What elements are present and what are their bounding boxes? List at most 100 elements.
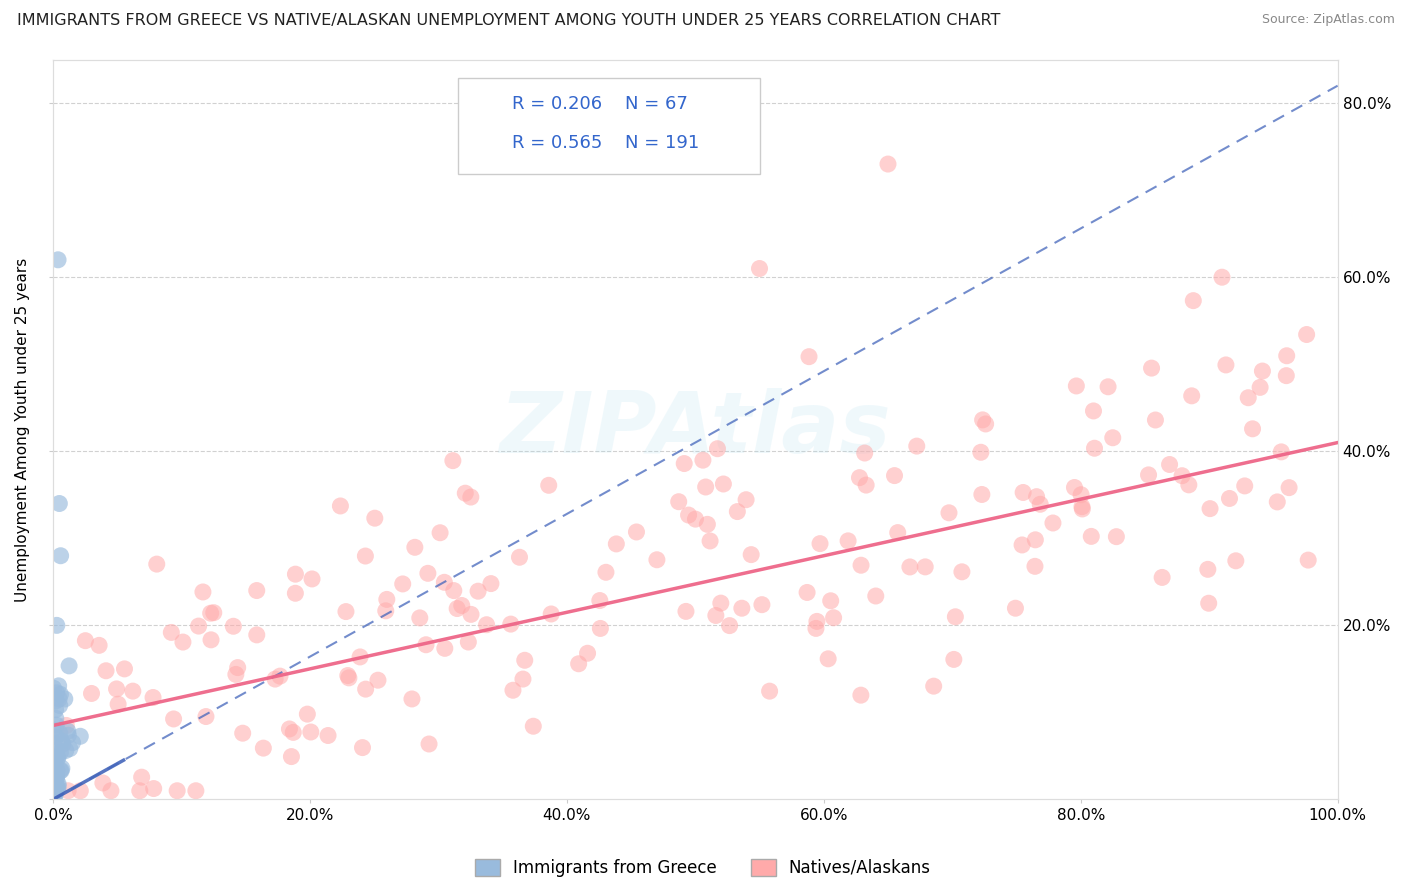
Point: [1225, 554, 1247, 568]
Text: IMMIGRANTS FROM GREECE VS NATIVE/ALASKAN UNEMPLOYMENT AMONG YOUTH UNDER 25 YEARS: IMMIGRANTS FROM GREECE VS NATIVE/ALASKAN…: [17, 13, 1000, 29]
Point: [354, 682, 377, 697]
Point: [56, 724, 79, 739]
Point: [48, 692, 70, 706]
Point: [42, 784, 65, 798]
Point: [142, 781, 165, 796]
Point: [855, 478, 877, 492]
Point: [1198, 596, 1220, 610]
Point: [45, 703, 67, 717]
Point: [53, 692, 76, 706]
Point: [695, 480, 717, 494]
Point: [354, 549, 377, 563]
Point: [226, 660, 249, 674]
Point: [415, 638, 437, 652]
Point: [645, 553, 668, 567]
Point: [972, 413, 994, 427]
Point: [56, 783, 79, 797]
Point: [51, 761, 73, 775]
Point: [225, 667, 247, 681]
Point: [51, 764, 73, 778]
Point: [42, 779, 65, 793]
Point: [46, 777, 69, 791]
Point: [1063, 481, 1085, 495]
Point: [1140, 361, 1163, 376]
Point: [58, 659, 80, 673]
Point: [1278, 481, 1301, 495]
Point: [42, 767, 65, 781]
Point: [1178, 478, 1201, 492]
Point: [42, 781, 65, 796]
Point: [429, 525, 451, 540]
Point: [1199, 501, 1222, 516]
Point: [704, 608, 727, 623]
Point: [162, 712, 184, 726]
Point: [44, 751, 66, 765]
Point: [433, 641, 456, 656]
Point: [166, 783, 188, 797]
Point: [1071, 502, 1094, 516]
Point: [837, 533, 859, 548]
Point: [337, 671, 360, 685]
Point: [44, 771, 66, 785]
Point: [922, 679, 945, 693]
Point: [1270, 445, 1292, 459]
Text: ZIPAtlas: ZIPAtlas: [499, 388, 891, 471]
Point: [49, 549, 72, 563]
Point: [46, 751, 69, 765]
Point: [191, 585, 214, 599]
Point: [45, 784, 67, 798]
Point: [1042, 516, 1064, 530]
Point: [46, 252, 69, 267]
Point: [1233, 479, 1256, 493]
Point: [44, 789, 66, 803]
Point: [44, 771, 66, 785]
Point: [1080, 529, 1102, 543]
Point: [62, 736, 84, 750]
Point: [914, 560, 936, 574]
Point: [45, 771, 67, 785]
Point: [443, 583, 465, 598]
Point: [246, 583, 269, 598]
Point: [42, 777, 65, 791]
Point: [87, 638, 110, 652]
Text: R = 0.565: R = 0.565: [512, 134, 602, 153]
Point: [44, 736, 66, 750]
Point: [751, 598, 773, 612]
Point: [943, 609, 966, 624]
Point: [796, 585, 818, 599]
Point: [284, 567, 307, 582]
Point: [44, 752, 66, 766]
Point: [409, 611, 432, 625]
Point: [283, 725, 305, 739]
Point: [48, 679, 70, 693]
Point: [848, 470, 870, 484]
Text: R = 0.206: R = 0.206: [512, 95, 602, 113]
Point: [706, 442, 728, 456]
Point: [42, 787, 65, 801]
Point: [626, 524, 648, 539]
Point: [80, 686, 103, 700]
Point: [1171, 468, 1194, 483]
Point: [735, 492, 758, 507]
Point: [808, 536, 831, 550]
Point: [595, 566, 617, 580]
Point: [45, 618, 67, 632]
Point: [1181, 389, 1204, 403]
Point: [1218, 491, 1240, 506]
Point: [467, 584, 489, 599]
Point: [804, 621, 827, 635]
Point: [450, 599, 472, 613]
Point: [187, 619, 209, 633]
Point: [349, 649, 371, 664]
Text: N = 67: N = 67: [624, 95, 688, 113]
Point: [1275, 349, 1298, 363]
Point: [1296, 553, 1319, 567]
Point: [46, 764, 69, 778]
Point: [51, 734, 73, 748]
Point: [731, 601, 754, 615]
Point: [91, 776, 114, 790]
Point: [454, 486, 477, 500]
Point: [42, 772, 65, 786]
Point: [55, 743, 77, 757]
Point: [45, 747, 67, 761]
